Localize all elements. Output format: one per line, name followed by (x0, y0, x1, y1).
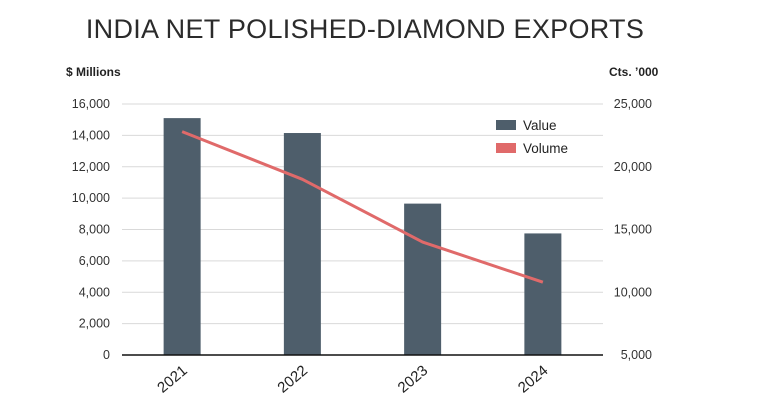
y-tick-label: 10,000 (72, 191, 110, 205)
y-tick-label: 0 (103, 348, 110, 362)
left-axis-ticks: 0 2,000 4,000 6,000 8,000 10,000 12,000 14,000 1… (72, 97, 110, 362)
y-tick-label: 4,000 (79, 285, 110, 299)
y2-tick-label: 25,000 (614, 97, 652, 111)
y-tick-label: 12,000 (72, 160, 110, 174)
bar-2021 (163, 118, 201, 356)
legend-swatch-volume (496, 143, 516, 153)
y2-tick-label: 10,000 (614, 285, 652, 299)
x-tick-label: 2023 (395, 362, 431, 396)
y-tick-label: 8,000 (79, 223, 110, 237)
x-axis-ticks: 2021 2022 2023 2024 (154, 362, 551, 396)
bar-2023 (404, 203, 442, 355)
y-tick-label: 6,000 (79, 254, 110, 268)
y-tick-label: 16,000 (72, 97, 110, 111)
bar-2024 (524, 233, 562, 355)
x-tick-label: 2022 (274, 362, 310, 396)
right-axis-title: Cts. ’000 (609, 65, 659, 79)
right-axis-ticks: 5,000 10,000 15,000 20,000 25,000 (614, 97, 652, 362)
chart-title: INDIA NET POLISHED-DIAMOND EXPORTS (85, 14, 645, 44)
volume-line (181, 130, 544, 284)
gridlines (122, 103, 603, 325)
legend-swatch-value (496, 120, 516, 130)
bar-2022 (283, 133, 321, 355)
y2-tick-label: 15,000 (614, 223, 652, 237)
legend-label-value: Value (523, 118, 557, 133)
volume-line-path (181, 130, 544, 284)
x-tick-label: 2021 (154, 362, 190, 396)
y2-tick-label: 20,000 (614, 160, 652, 174)
legend-label-volume: Volume (523, 141, 568, 156)
legend: Value Volume (496, 118, 568, 156)
value-bars (163, 118, 562, 356)
x-tick-label: 2024 (515, 362, 551, 396)
y-tick-label: 2,000 (79, 317, 110, 331)
y2-tick-label: 5,000 (621, 348, 652, 362)
left-axis-title: $ Millions (66, 65, 121, 79)
y-tick-label: 14,000 (72, 128, 110, 142)
